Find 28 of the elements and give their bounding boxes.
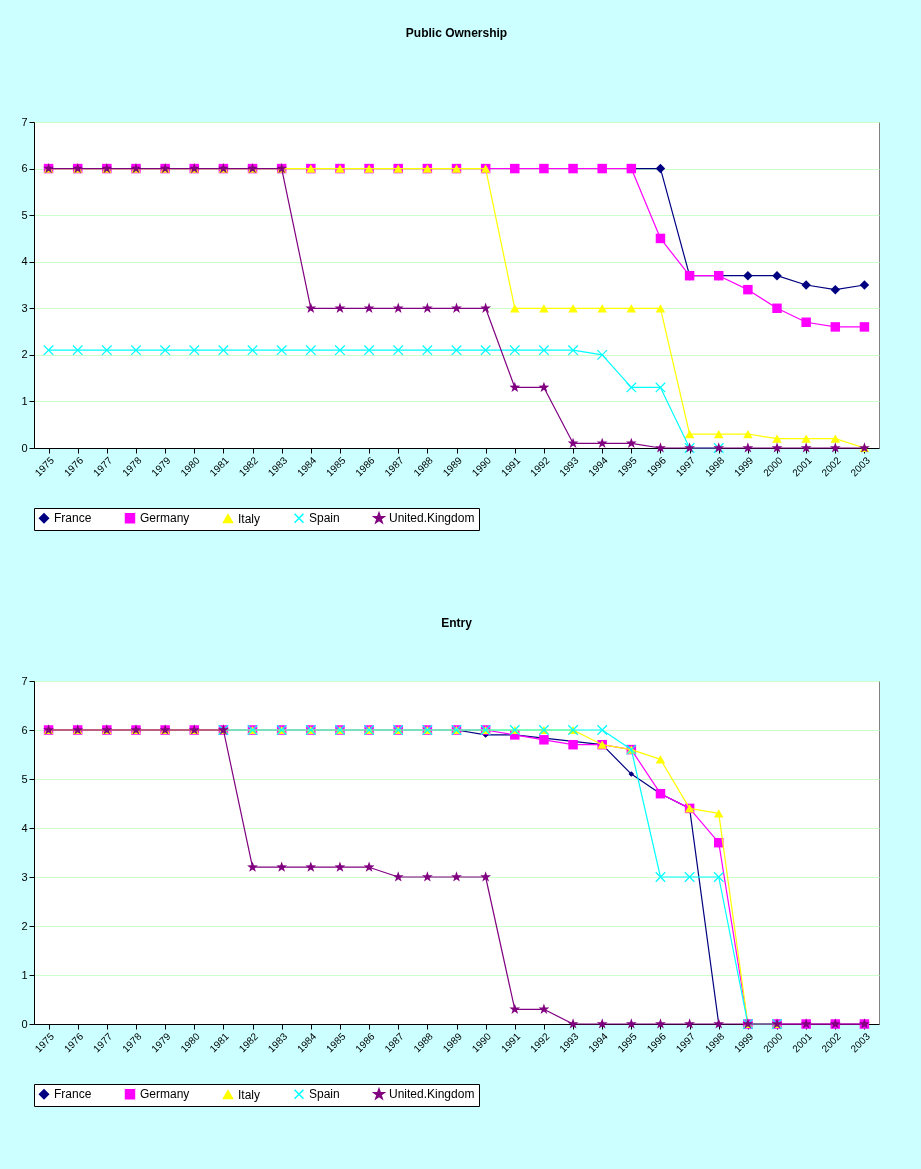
y-tick-label: 1 xyxy=(21,394,28,407)
y-tick-label: 2 xyxy=(21,919,28,932)
y-tick-label: 7 xyxy=(21,115,28,128)
legend-label: France xyxy=(54,1087,92,1102)
y-tick-label: 6 xyxy=(21,162,28,175)
legend-label: Germany xyxy=(140,1087,190,1102)
y-tick-label: 0 xyxy=(21,1017,28,1030)
legend-label: Italy xyxy=(238,1087,261,1102)
chart-title: Public Ownership xyxy=(405,26,508,40)
y-tick-label: 5 xyxy=(21,208,28,221)
chart-title: Entry xyxy=(441,616,473,630)
y-tick-label: 4 xyxy=(21,255,28,268)
legend-label: United.Kingdom xyxy=(389,511,475,526)
y-tick-label: 7 xyxy=(21,674,28,687)
y-tick-label: 1 xyxy=(21,968,28,981)
legend-label: Spain xyxy=(309,511,340,526)
y-tick-label: 5 xyxy=(21,772,28,785)
y-tick-label: 2 xyxy=(21,348,28,361)
legend-label: Spain xyxy=(309,1087,340,1102)
y-tick-label: 4 xyxy=(21,821,28,834)
y-tick-label: 6 xyxy=(21,723,28,736)
y-tick-label: 3 xyxy=(21,870,28,883)
legend-label: Italy xyxy=(238,511,261,526)
y-tick-label: 3 xyxy=(21,301,28,314)
y-tick-label: 0 xyxy=(21,441,28,454)
legend-label: United.Kingdom xyxy=(389,1087,475,1102)
legend-label: Germany xyxy=(140,511,190,526)
legend-label: France xyxy=(54,511,92,526)
